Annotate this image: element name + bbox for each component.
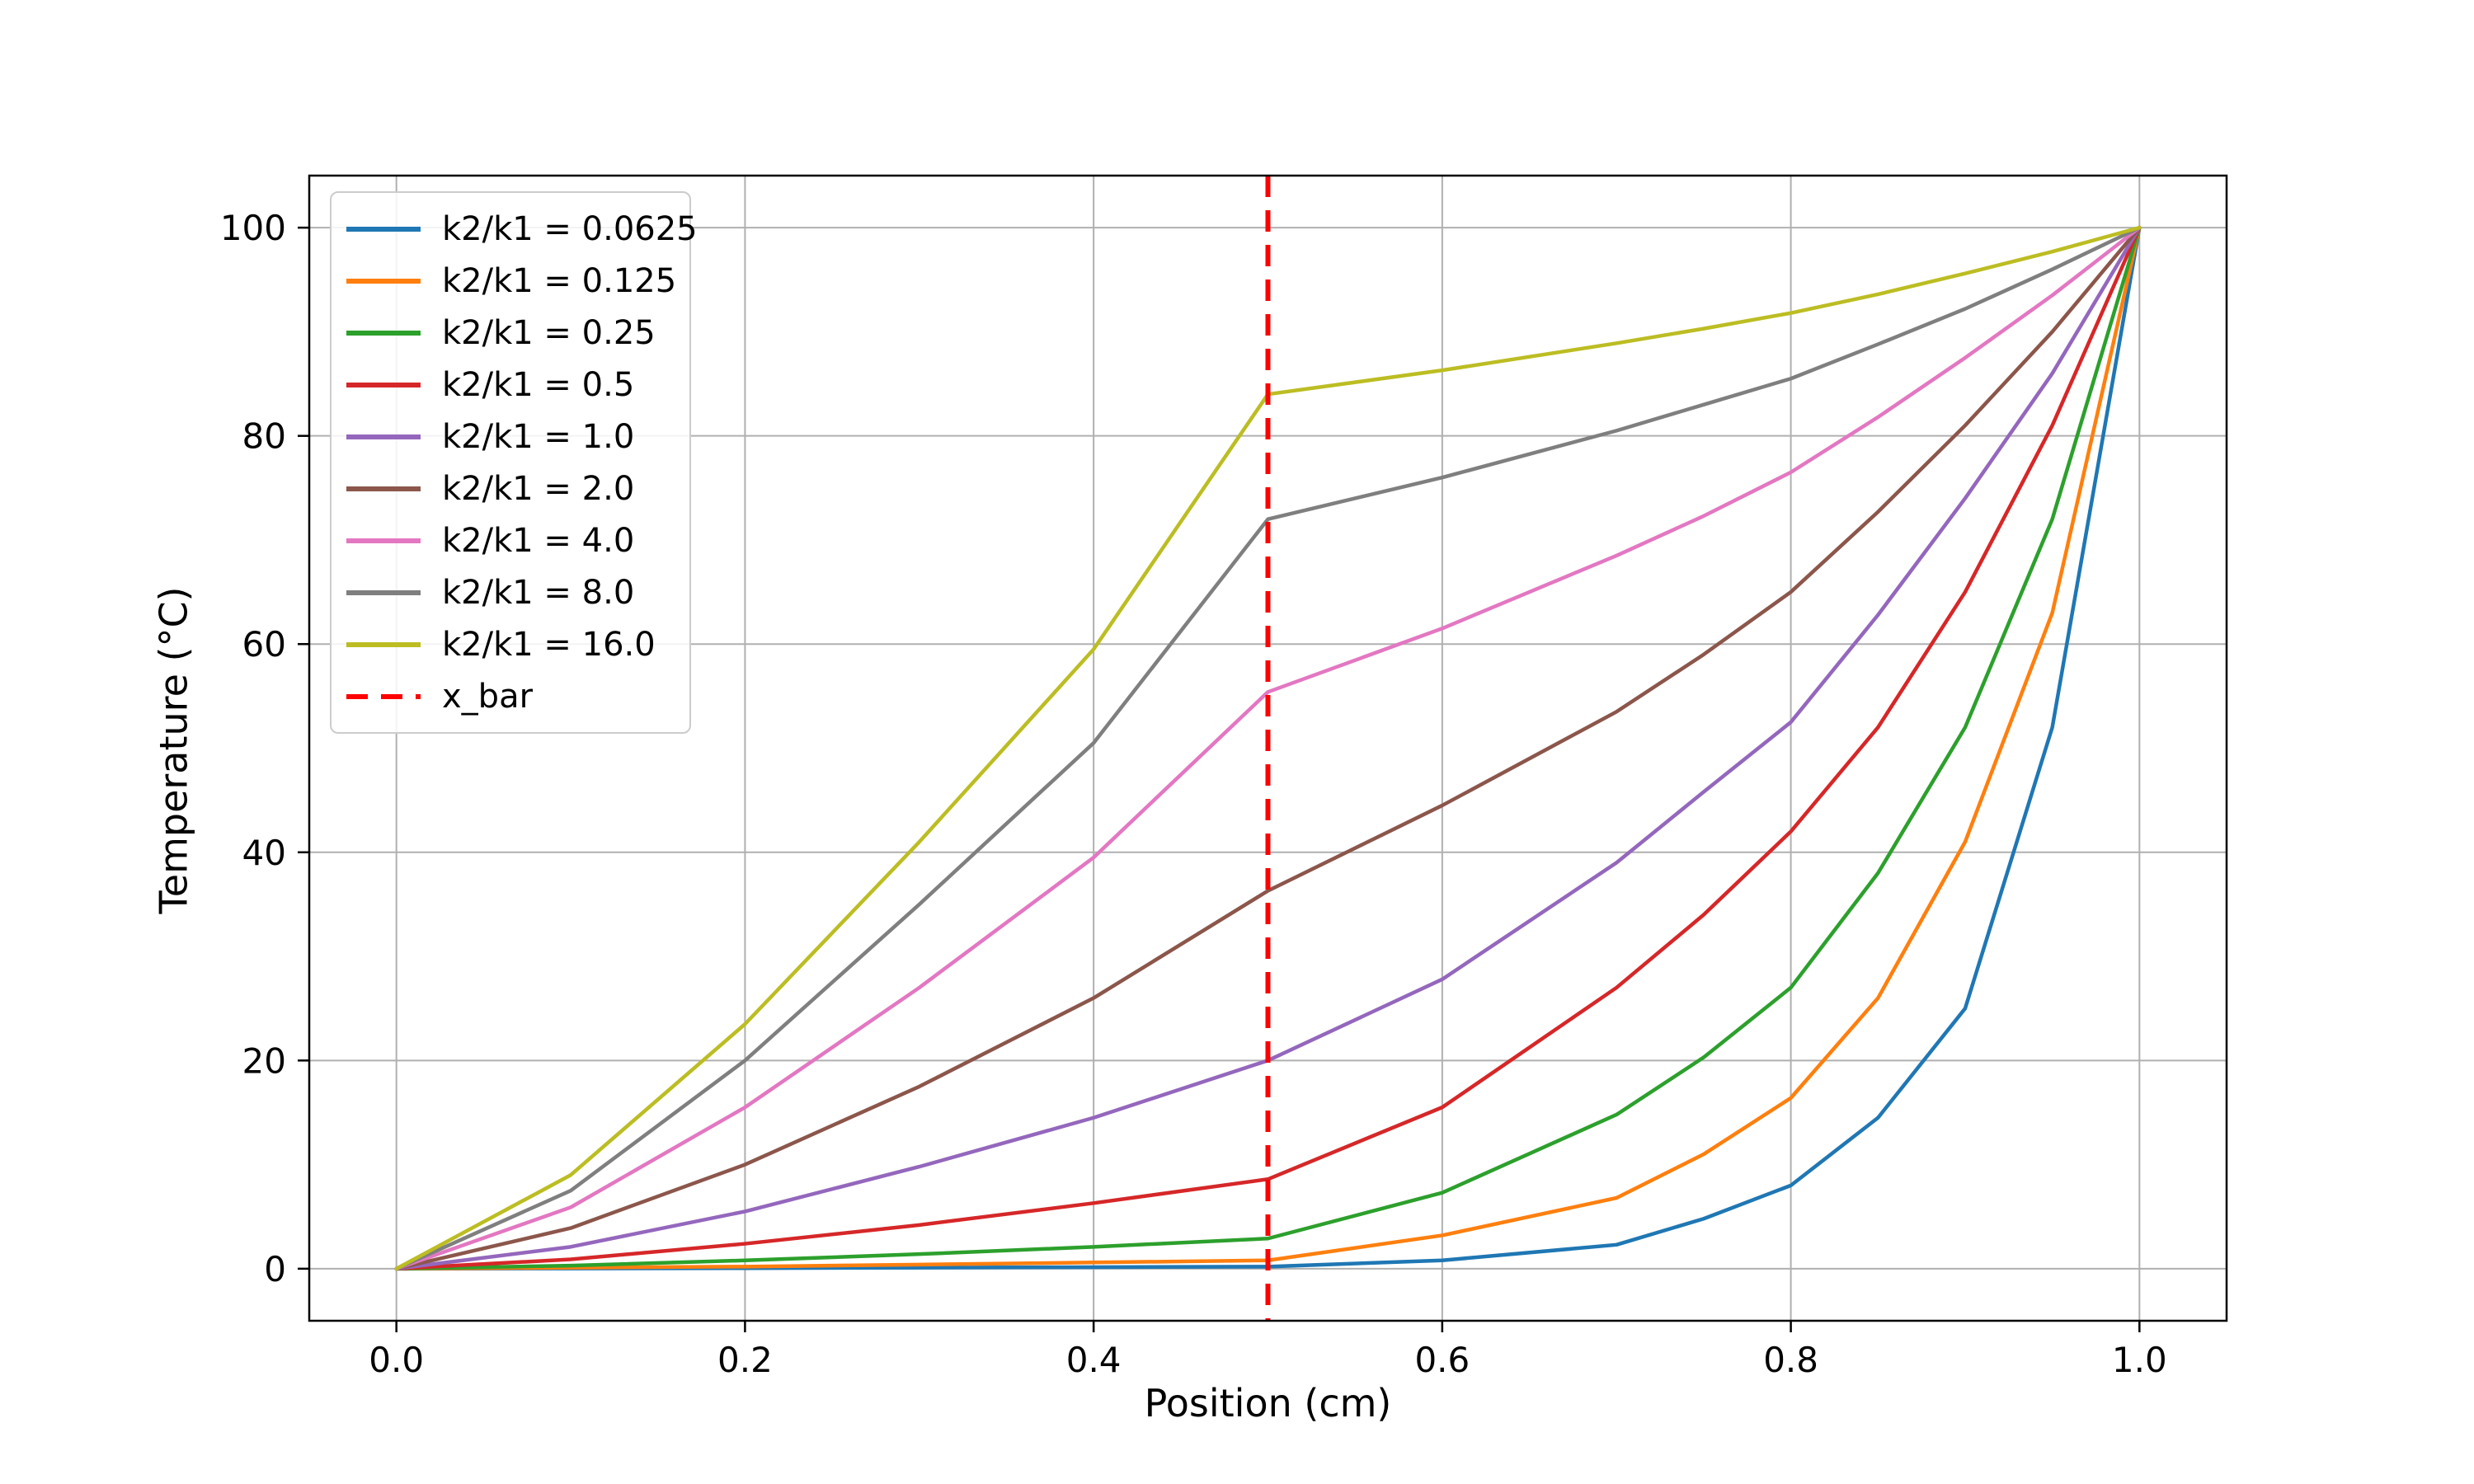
legend-label: k2/k1 = 0.0625 bbox=[442, 209, 698, 248]
legend-item: k2/k1 = 0.5 bbox=[346, 366, 675, 404]
legend-label: k2/k1 = 8.0 bbox=[442, 573, 635, 612]
series-line-k2-k1-16.0 bbox=[394, 225, 2142, 1271]
x-tick-label: 0.2 bbox=[717, 1340, 773, 1380]
legend-item: k2/k1 = 8.0 bbox=[346, 574, 675, 612]
y-tick-label: 40 bbox=[242, 833, 286, 873]
x-axis-title: Position (cm) bbox=[1144, 1381, 1392, 1425]
legend-item: x_bar bbox=[346, 678, 675, 716]
legend-label: k2/k1 = 0.5 bbox=[442, 365, 635, 404]
y-axis-title: Temperature (°C) bbox=[151, 586, 196, 914]
legend: k2/k1 = 0.0625 k2/k1 = 0.125 k2/k1 = 0.25 k… bbox=[330, 191, 698, 734]
legend-line-swatch bbox=[346, 434, 421, 439]
y-tick-label: 80 bbox=[242, 416, 286, 457]
x-tick-label: 0.4 bbox=[1066, 1340, 1122, 1380]
legend-dashed-line-swatch bbox=[346, 693, 421, 699]
y-tick-label: 100 bbox=[220, 208, 286, 248]
legend-item: k2/k1 = 0.125 bbox=[346, 261, 677, 300]
legend-line-swatch bbox=[346, 486, 421, 491]
legend-item: k2/k1 = 0.25 bbox=[346, 314, 675, 352]
legend-item: k2/k1 = 0.0625 bbox=[346, 210, 698, 248]
x-tick-label: 0.6 bbox=[1414, 1340, 1470, 1380]
legend-label: k2/k1 = 4.0 bbox=[442, 521, 635, 560]
series-line-k2-k1-0.5 bbox=[394, 225, 2142, 1271]
series-line-k2-k1-4.0 bbox=[394, 225, 2142, 1271]
legend-line-swatch bbox=[346, 226, 421, 232]
legend-label: x_bar bbox=[442, 677, 534, 716]
x-tick-label: 0.8 bbox=[1763, 1340, 1818, 1380]
legend-line-swatch bbox=[346, 538, 421, 543]
y-tick-label: 20 bbox=[242, 1040, 286, 1081]
y-tick-label: 0 bbox=[264, 1249, 286, 1289]
legend-item: k2/k1 = 2.0 bbox=[346, 470, 675, 508]
legend-line-swatch bbox=[346, 278, 421, 284]
x-tick-label: 1.0 bbox=[2112, 1340, 2167, 1380]
legend-line-swatch bbox=[346, 589, 421, 595]
legend-label: k2/k1 = 16.0 bbox=[442, 625, 656, 664]
legend-item: k2/k1 = 4.0 bbox=[346, 522, 675, 560]
legend-item: k2/k1 = 16.0 bbox=[346, 626, 675, 664]
legend-label: k2/k1 = 0.25 bbox=[442, 313, 656, 352]
legend-item: k2/k1 = 1.0 bbox=[346, 418, 675, 456]
series-line-k2-k1-1.0 bbox=[394, 225, 2142, 1271]
series-line-k2-k1-8.0 bbox=[394, 225, 2142, 1271]
axes-spines bbox=[308, 174, 2228, 1322]
y-tick-label: 60 bbox=[242, 624, 286, 665]
x-tick-label: 0.0 bbox=[369, 1340, 424, 1380]
series-line-k2-k1-0.125 bbox=[394, 225, 2142, 1271]
legend-line-swatch bbox=[346, 330, 421, 336]
legend-label: k2/k1 = 0.125 bbox=[442, 261, 677, 300]
series-line-k2-k1-2.0 bbox=[394, 225, 2142, 1271]
legend-line-swatch bbox=[346, 641, 421, 647]
legend-line-swatch bbox=[346, 382, 421, 387]
legend-label: k2/k1 = 2.0 bbox=[442, 469, 635, 508]
legend-label: k2/k1 = 1.0 bbox=[442, 417, 635, 456]
series-line-k2-k1-0.25 bbox=[394, 225, 2142, 1271]
